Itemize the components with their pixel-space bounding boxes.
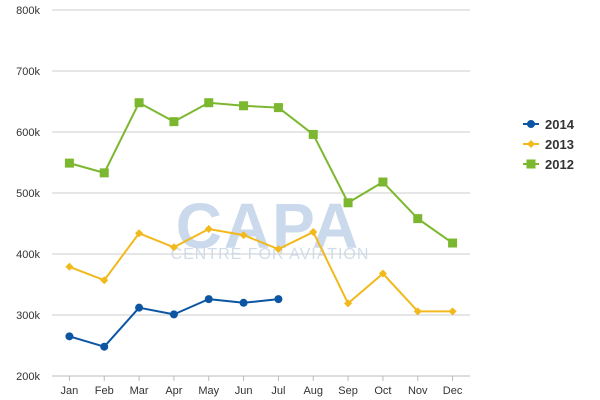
watermark-brand: CAPA (176, 190, 361, 262)
data-point-2013 (169, 243, 178, 252)
y-tick-label: 600k (16, 127, 40, 139)
series-line-2014 (69, 298, 279, 348)
data-point-2012 (99, 168, 109, 178)
data-point-2014 (100, 342, 109, 351)
data-point-2012 (204, 98, 214, 108)
series-2014 (65, 295, 283, 351)
legend-item-2014: 2014 (523, 117, 575, 132)
data-series (64, 98, 458, 351)
x-tick-label: Nov (408, 385, 428, 397)
x-tick-label: Oct (374, 385, 391, 397)
data-point-2012 (273, 103, 283, 113)
y-tick-label: 800k (16, 5, 40, 17)
legend-item-2013: 2013 (523, 137, 574, 152)
data-point-2013 (448, 307, 457, 316)
legend: 2014 2013 2012 (523, 117, 575, 172)
legend-marker (526, 159, 536, 169)
x-tick-label: Sep (338, 385, 358, 397)
data-point-2012 (413, 214, 423, 224)
legend-label: 2013 (545, 137, 574, 152)
x-tick-label: Feb (95, 385, 114, 397)
legend-marker (527, 120, 535, 128)
x-tick-label: Aug (303, 385, 323, 397)
data-point-2013 (274, 245, 283, 254)
data-point-2012 (64, 158, 74, 168)
x-tick-label: Dec (443, 385, 463, 397)
legend-item-2012: 2012 (523, 157, 574, 172)
y-tick-label: 200k (16, 371, 40, 383)
y-tick-label: 400k (16, 249, 40, 261)
data-point-2014 (65, 332, 74, 341)
data-point-2013 (135, 229, 144, 238)
data-point-2012 (308, 129, 318, 139)
x-tick-label: Mar (130, 385, 149, 397)
x-tick-label: Jan (61, 385, 79, 397)
series-2013 (65, 224, 457, 316)
data-point-2013 (100, 276, 109, 285)
series-2012 (64, 98, 458, 248)
grid-lines (52, 9, 470, 316)
capa-watermark: CAPA CENTRE FOR AVIATION (171, 190, 370, 263)
legend-marker (527, 140, 535, 148)
data-point-2013 (344, 299, 353, 308)
data-point-2014 (204, 295, 213, 304)
watermark-tagline: CENTRE FOR AVIATION (171, 246, 370, 263)
x-tick-label: Jun (235, 385, 253, 397)
data-point-2012 (343, 198, 353, 208)
legend-label: 2014 (545, 117, 575, 132)
series-line-2012 (69, 101, 454, 244)
series-line-2013 (69, 227, 453, 313)
data-point-2012 (448, 238, 458, 248)
data-point-2013 (65, 262, 74, 271)
data-point-2013 (413, 307, 422, 316)
y-tick-label: 500k (16, 188, 40, 200)
data-point-2012 (239, 101, 249, 111)
legend-label: 2012 (545, 157, 574, 172)
x-tick-label: Apr (165, 385, 182, 397)
data-point-2013 (309, 228, 318, 237)
y-tick-label: 300k (16, 310, 40, 322)
data-point-2014 (169, 310, 178, 319)
data-point-2014 (135, 303, 144, 312)
axes: 200k 300k 400k 500k 600k 700k 800k Jan Feb Mar Apr… (16, 5, 470, 397)
x-tick-label: Jul (271, 385, 285, 397)
x-tick-label: May (198, 385, 219, 397)
data-point-2013 (239, 231, 248, 240)
y-tick-label: 700k (16, 66, 40, 78)
data-point-2012 (378, 177, 388, 187)
data-point-2012 (169, 117, 179, 127)
data-point-2012 (134, 98, 144, 108)
data-point-2013 (378, 269, 387, 278)
data-point-2013 (204, 224, 213, 233)
data-point-2014 (274, 295, 283, 304)
data-point-2014 (239, 298, 248, 307)
